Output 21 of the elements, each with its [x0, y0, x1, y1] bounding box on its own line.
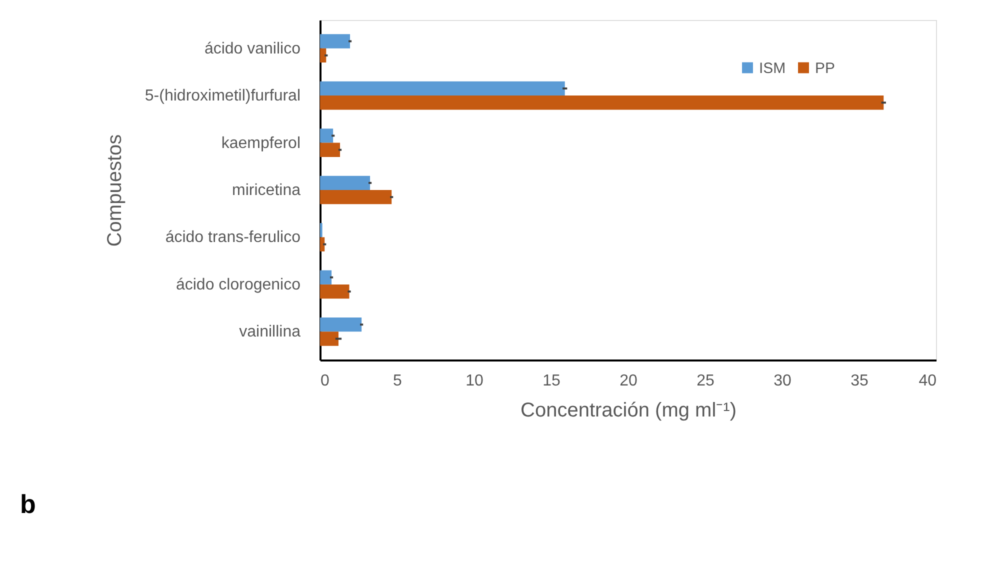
- x-tick-label: 10: [466, 372, 484, 390]
- x-tick-label: 35: [850, 372, 868, 390]
- x-tick-label: 20: [620, 372, 638, 390]
- y-tick-label: miricetina: [232, 182, 301, 199]
- y-tick-label: 5-(hidroximetil)furfural: [144, 88, 300, 105]
- x-axis-title: Concentración (mg ml⁻¹): [520, 400, 736, 422]
- legend-label: PP: [815, 60, 836, 77]
- y-tick-label: kaempferol: [221, 134, 300, 152]
- y-tick-label: vainillina: [239, 324, 301, 341]
- x-tick-label: 5: [393, 372, 402, 390]
- legend-label: ISM: [759, 60, 786, 77]
- x-tick-label: 0: [320, 372, 330, 390]
- x-tick-label: 15: [542, 372, 560, 390]
- y-tick-label: ácido clorogenico: [176, 276, 301, 294]
- y-tick-label: ácido trans-ferulico: [165, 229, 301, 246]
- x-tick-label: 40: [918, 372, 937, 390]
- y-tick-label: ácido vanilico: [204, 40, 301, 58]
- text: b: [20, 489, 36, 519]
- y-axis-title: Compuestos: [104, 134, 126, 247]
- x-tick-label: 25: [696, 372, 714, 390]
- x-tick-label: 30: [774, 372, 792, 390]
